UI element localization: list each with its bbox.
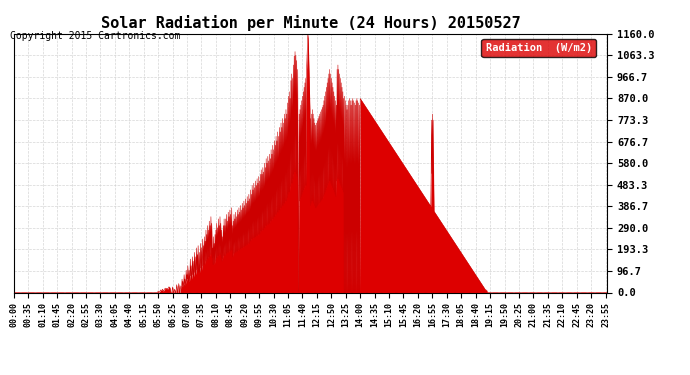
Legend: Radiation  (W/m2): Radiation (W/m2): [482, 39, 596, 57]
Title: Solar Radiation per Minute (24 Hours) 20150527: Solar Radiation per Minute (24 Hours) 20…: [101, 15, 520, 31]
Text: Copyright 2015 Cartronics.com: Copyright 2015 Cartronics.com: [10, 32, 181, 41]
